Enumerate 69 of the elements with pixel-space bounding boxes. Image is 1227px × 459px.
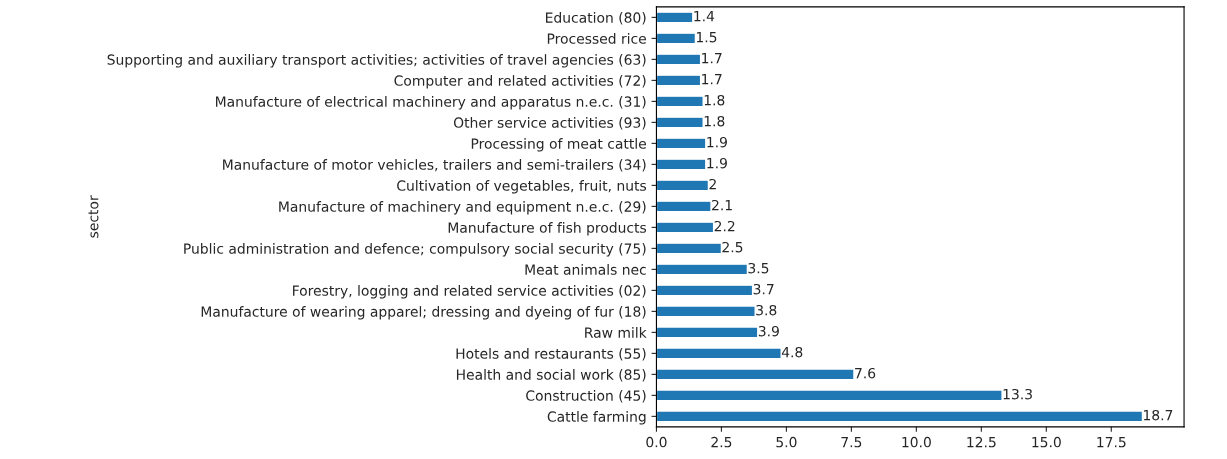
data-label: 1.5: [696, 32, 717, 43]
bar: [656, 305, 756, 318]
data-label: 1.9: [707, 157, 727, 169]
bar: [656, 32, 697, 45]
y-tick-label: Forestry, logging and related service activities (02): [293, 285, 646, 299]
x-tick-label: 5.0: [776, 436, 797, 448]
data-label: 3.7: [753, 283, 774, 295]
y-tick-label: Manufacture of motor vehicles, trailers and semi-trailers (34): [223, 159, 646, 172]
bar: [656, 284, 754, 297]
data-label: 13.3: [1003, 388, 1032, 400]
y-tick-label: Manufacture of wearing apparel; dressing and dyeing of fur (18): [201, 306, 646, 320]
bar: [656, 389, 1003, 402]
y-axis-title: sector: [88, 195, 99, 238]
y-tick-label: Processing of meat cattle: [471, 138, 646, 152]
data-label: 3.8: [756, 304, 777, 316]
y-tick-label: Supporting and auxiliary transport activities; activities of travel agencies (63): [107, 54, 646, 68]
y-tick-label: Raw milk: [585, 327, 647, 338]
bar: [656, 368, 855, 381]
data-label: 2.1: [712, 199, 732, 211]
y-tick-label: Manufacture of fish products: [448, 222, 647, 236]
y-tick-label: Other service activities (93): [453, 117, 646, 130]
data-label: 2.5: [722, 241, 743, 253]
data-label: 1.4: [694, 11, 715, 22]
data-label: 1.8: [704, 94, 725, 106]
bar: [656, 137, 707, 150]
bar: [656, 116, 704, 129]
data-label: 1.7: [702, 53, 722, 64]
bar: [656, 347, 782, 360]
bar: [656, 410, 1144, 423]
y-tick-label: Education (80): [546, 12, 646, 25]
x-tick-label: 15.0: [1032, 436, 1061, 448]
y-tick-label: Manufacture of electrical machinery and apparatus n.e.c. (31): [216, 96, 646, 110]
x-tick-label: 17.5: [1097, 437, 1126, 448]
bar: [656, 158, 707, 171]
y-tick-label: Manufacture of machinery and equipment n.e.c. (29): [279, 201, 646, 215]
bar: [656, 53, 702, 66]
bar: [656, 326, 759, 339]
x-tick-label: 12.5: [967, 436, 996, 448]
y-tick-label: Public administration and defence; compulsory social security (75): [184, 243, 646, 257]
x-tick-label: 0.0: [646, 436, 667, 448]
y-tick-label: Hotels and restaurants (55): [456, 348, 646, 361]
data-label: 2: [709, 178, 716, 190]
y-tick-label: Meat animals nec: [525, 264, 646, 275]
y-tick-label: Processed rice: [547, 33, 646, 44]
y-tick-label: Health and social work (85): [456, 369, 646, 382]
y-tick-label: Construction (45): [526, 390, 646, 403]
data-label: 18.7: [1144, 409, 1173, 421]
data-label: 3.9: [758, 325, 779, 337]
data-label: 1.8: [704, 115, 725, 127]
data-label: 2.2: [714, 220, 735, 232]
data-label: 1.7: [702, 74, 722, 85]
data-label: 3.5: [748, 262, 769, 274]
bar: [656, 95, 704, 108]
y-tick-label: Cattle farming: [547, 411, 646, 425]
bar: [656, 11, 694, 24]
bar: [656, 263, 749, 276]
bar: [656, 74, 702, 87]
bar: [656, 221, 715, 234]
y-tick-label: Cultivation of vegetables, fruit, nuts: [397, 180, 647, 194]
data-label: 7.6: [855, 367, 876, 379]
x-tick-label: 10.0: [902, 436, 931, 448]
bar: [656, 200, 712, 213]
bar: [656, 242, 723, 255]
x-tick-label: 2.5: [711, 436, 732, 448]
data-label: 4.8: [781, 346, 803, 358]
bar: [656, 179, 710, 192]
data-label: 1.9: [707, 136, 727, 148]
y-tick-label: Computer and related activities (72): [394, 75, 646, 89]
x-tick-label: 7.5: [841, 437, 862, 448]
